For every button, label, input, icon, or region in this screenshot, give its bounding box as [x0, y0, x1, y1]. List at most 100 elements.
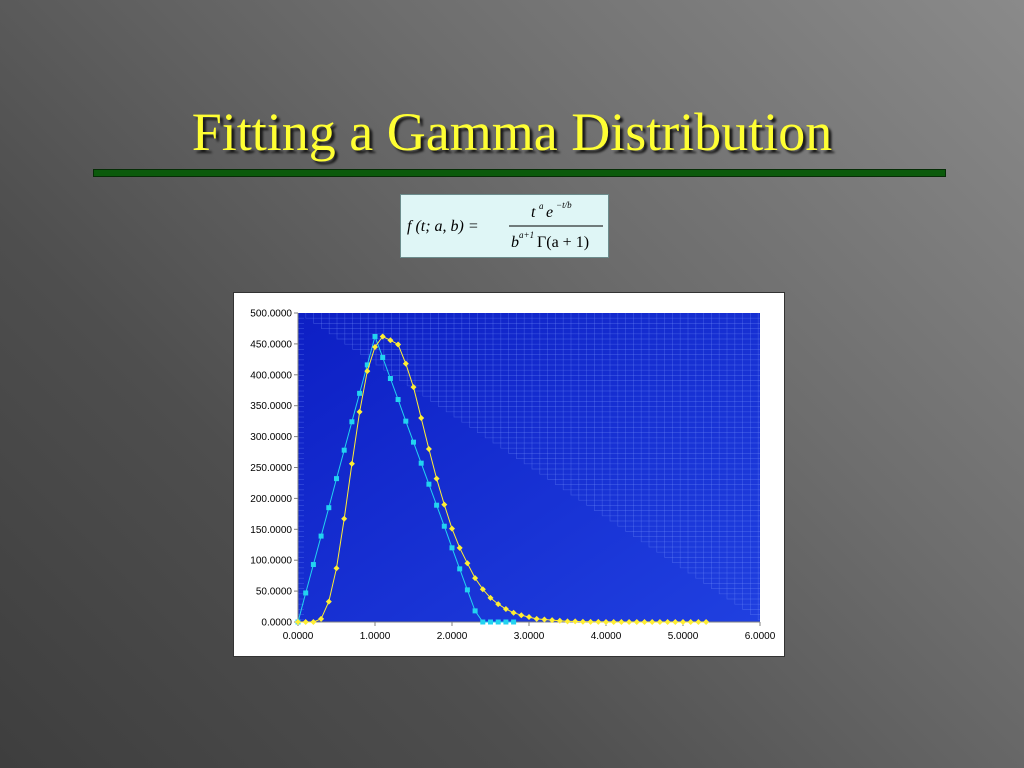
series-0-point: [457, 566, 463, 572]
x-tick-label: 5.0000: [668, 631, 699, 642]
series-0-point: [441, 523, 447, 529]
series-1-point: [472, 575, 479, 582]
series-0-point: [495, 619, 501, 625]
series-1-point: [687, 619, 694, 625]
series-1-point: [495, 601, 502, 608]
formula-den-base: b: [511, 234, 519, 251]
plot-area: [298, 313, 760, 622]
series-0-point: [434, 502, 440, 508]
y-tick-label: 200.0000: [250, 494, 292, 505]
series-0-point: [318, 533, 324, 539]
y-tick-label: 50.0000: [256, 587, 293, 598]
series-1-point: [510, 609, 517, 616]
y-tick-label: 0.0000: [261, 618, 292, 629]
y-tick-label: 100.0000: [250, 556, 292, 567]
series-1-point: [325, 598, 332, 605]
y-tick-label: 150.0000: [250, 525, 292, 536]
series-1-point: [633, 619, 640, 625]
series-1-point: [449, 525, 455, 532]
series-1-point: [549, 617, 556, 624]
series-1-point: [680, 619, 686, 625]
x-tick-label: 1.0000: [360, 631, 391, 642]
y-tick-label: 250.0000: [250, 463, 292, 474]
x-tick-label: 3.0000: [514, 631, 545, 642]
series-1-point: [479, 586, 486, 593]
x-tick-label: 6.0000: [745, 631, 776, 642]
series-1-point: [564, 618, 571, 625]
series-1-point: [526, 614, 532, 621]
series-0-point: [380, 354, 386, 360]
x-tick-label: 2.0000: [437, 631, 468, 642]
formula-num-base: t: [531, 204, 536, 221]
series-1-point: [356, 408, 363, 415]
series-1-point: [456, 544, 463, 551]
series-1-point: [579, 618, 586, 625]
series-0-point: [372, 333, 378, 339]
chart-series: [295, 333, 710, 625]
formula-num-e: e: [546, 204, 553, 221]
y-tick-label: 400.0000: [250, 370, 292, 381]
series-1-point: [425, 445, 432, 452]
series-1-point: [433, 475, 440, 482]
series-1-point: [541, 616, 548, 623]
series-1-point: [556, 617, 563, 624]
formula-den-rest: Γ(a + 1): [537, 234, 589, 251]
series-1-point: [418, 415, 425, 422]
series-1-point: [464, 560, 471, 567]
series-1-point: [572, 618, 579, 625]
formula-lhs: f (t; a, b) =: [407, 218, 479, 235]
series-1-point: [348, 460, 355, 467]
series-1-point: [533, 615, 540, 622]
series-1-point: [395, 341, 402, 348]
series-0-point: [418, 460, 424, 466]
series-0-point: [395, 397, 401, 403]
series-0-point: [357, 390, 363, 396]
title-underline: [93, 169, 946, 177]
series-1-point: [649, 619, 656, 625]
series-1-point: [333, 565, 340, 572]
series-0-point: [480, 619, 486, 625]
series-1-point: [372, 343, 378, 350]
series-1-point: [641, 619, 648, 625]
series-1-point: [402, 360, 409, 367]
series-1-point: [695, 619, 702, 625]
y-tick-label: 500.0000: [250, 309, 292, 320]
series-1-point: [364, 368, 371, 375]
y-tick-label: 350.0000: [250, 401, 292, 412]
y-tick-label: 300.0000: [250, 432, 292, 443]
series-1-point: [379, 333, 386, 340]
gamma-chart: 0.0000 50.0000 100.0000 150.0000 200.0000 250…: [250, 309, 776, 643]
chart-panel: 0.0000 50.0000 100.0000 150.0000 200.0000 250…: [233, 292, 785, 657]
series-1-point: [310, 619, 317, 625]
series-0-point: [349, 419, 355, 425]
series-1-point: [626, 619, 633, 625]
series-1-point: [502, 606, 509, 613]
series-1-point: [487, 594, 494, 601]
y-tick-label: 450.0000: [250, 339, 292, 350]
series-1-point: [603, 618, 609, 625]
series-0-point: [341, 447, 347, 453]
series-0-point: [364, 362, 370, 368]
series-1-point: [518, 612, 525, 619]
series-1-point: [672, 619, 679, 625]
series-0-point: [449, 545, 455, 551]
series-1-point: [410, 384, 417, 391]
series-1-point: [610, 618, 617, 625]
series-1-point: [587, 618, 594, 625]
series-0-point: [411, 439, 416, 445]
series-0-point: [503, 619, 509, 625]
formula-num-sup: a: [539, 201, 544, 211]
series-0-point: [310, 562, 316, 568]
gamma-formula: f (t; a, b) = t a e −t/b b a+1 Γ(a + 1): [400, 194, 609, 258]
plot-background-bands: [298, 313, 760, 621]
slide-title: Fitting a Gamma Distribution: [191, 102, 833, 162]
series-0-point: [387, 376, 393, 382]
series-1-point: [703, 619, 710, 625]
series-1-point: [302, 619, 309, 625]
series-0-point: [511, 619, 517, 625]
formula-num-e-sup: −t/b: [556, 200, 572, 210]
series-0-point: [472, 608, 478, 614]
x-tick-label: 0.0000: [283, 631, 314, 642]
series-1-point: [387, 337, 394, 344]
series-1-point: [664, 619, 671, 625]
